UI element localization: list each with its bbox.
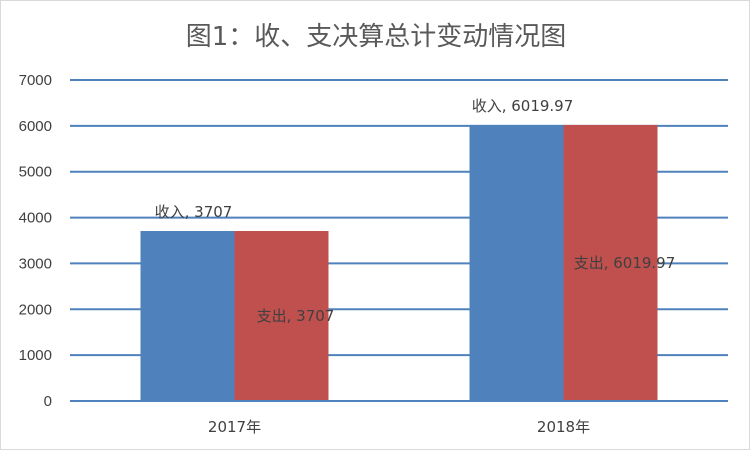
y-tick-label: 1000: [19, 347, 52, 364]
y-tick-label: 6000: [19, 118, 52, 135]
bar: [563, 124, 658, 401]
data-label: 支出, 3707: [257, 307, 335, 325]
y-tick-label: 5000: [19, 164, 52, 181]
bar: [140, 231, 235, 401]
bar: [234, 231, 329, 401]
y-tick-label: 2000: [19, 301, 52, 318]
y-tick-label: 0: [44, 393, 52, 410]
x-tick-label: 2017年: [208, 418, 261, 436]
y-tick-label: 7000: [19, 72, 52, 89]
bar: [469, 124, 564, 401]
chart-title: 图1：收、支决算总计变动情况图: [185, 22, 567, 52]
y-tick-label: 3000: [19, 255, 52, 272]
data-label: 收入, 3707: [155, 203, 233, 221]
y-tick-label: 4000: [19, 210, 52, 227]
data-label: 支出, 6019.97: [574, 254, 676, 272]
x-tick-label: 2018年: [537, 418, 590, 436]
data-label: 收入, 6019.97: [472, 97, 574, 115]
